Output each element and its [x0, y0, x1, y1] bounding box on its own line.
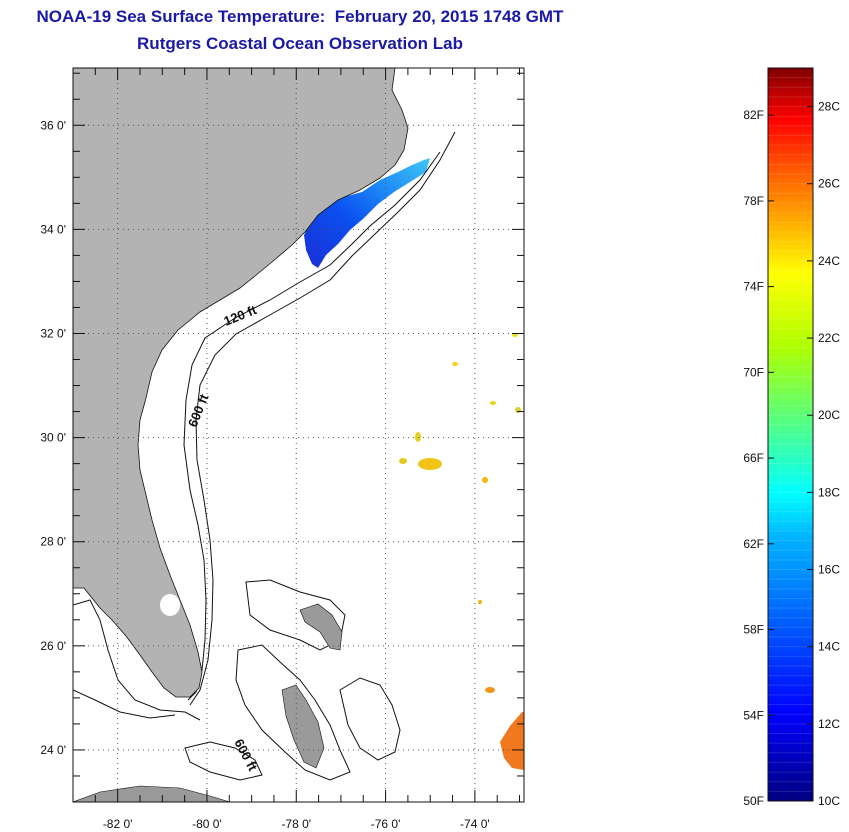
fahrenheit-label: 82F — [743, 108, 764, 122]
lat-tick-label: 36 0' — [40, 118, 66, 132]
lon-tick-label: -74 0' — [460, 817, 490, 831]
fahrenheit-label: 50F — [743, 794, 764, 808]
axis-labels: -82 0' -80 0' -78 0' -76 0' -74 0' 36 0' 34 0'… — [40, 118, 489, 831]
contour-bahamas-east — [339, 677, 401, 761]
contour-600ft — [189, 131, 456, 706]
celsius-label: 18C — [818, 485, 840, 499]
bahamas-island-andros — [281, 684, 325, 769]
map-plot-area: 120 ft 600 ft 600 ft — [73, 68, 524, 802]
celsius-label: 24C — [818, 254, 840, 268]
lake-okeechobee — [160, 594, 180, 616]
map-frame — [72, 67, 525, 803]
celsius-label: 22C — [818, 331, 840, 345]
colorbar-frame — [767, 67, 814, 802]
celsius-label: 16C — [818, 563, 840, 577]
lat-tick-label: 28 0' — [40, 535, 66, 549]
axis-ticks — [72, 68, 524, 803]
lat-tick-label: 32 0' — [40, 326, 66, 340]
fahrenheit-label: 58F — [743, 623, 764, 637]
lat-lon-grid — [73, 68, 524, 802]
us-east-coast-landmass — [73, 68, 409, 698]
lon-tick-label: -82 0' — [103, 817, 133, 831]
bahamas-island-north — [299, 603, 343, 651]
celsius-label: 20C — [818, 408, 840, 422]
map-subtitle: Rutgers Coastal Ocean Observation Lab — [137, 34, 463, 53]
lon-tick-label: -76 0' — [371, 817, 401, 831]
colorbar: 28C 26C 24C 22C 20C 18C 16C 14C 12C 10C 82F 78F 74F 7… — [743, 67, 840, 808]
cuba-landmass — [73, 785, 231, 802]
celsius-label: 14C — [818, 640, 840, 654]
fahrenheit-label: 62F — [743, 537, 764, 551]
fahrenheit-label: 78F — [743, 194, 764, 208]
map-title: NOAA-19 Sea Surface Temperature: Februar… — [36, 7, 564, 26]
fahrenheit-label: 66F — [743, 451, 764, 465]
contour-gulf — [73, 599, 201, 721]
celsius-label: 28C — [818, 100, 840, 114]
celsius-label: 12C — [818, 717, 840, 731]
colorbar-labels: 28C 26C 24C 22C 20C 18C 16C 14C 12C 10C 82F 78F 74F 7… — [743, 100, 840, 808]
lat-tick-label: 34 0' — [40, 222, 66, 236]
fahrenheit-label: 74F — [743, 280, 764, 294]
colorbar-gradient — [768, 68, 813, 801]
sst-offshore-patches — [399, 333, 524, 770]
fahrenheit-label: 70F — [743, 365, 764, 379]
celsius-label: 10C — [818, 794, 840, 808]
lon-tick-label: -78 0' — [281, 817, 311, 831]
fahrenheit-label: 54F — [743, 708, 764, 722]
colorbar-bands — [768, 67, 813, 802]
contour-keys — [73, 689, 176, 719]
lat-tick-label: 24 0' — [40, 743, 66, 757]
lat-tick-label: 30 0' — [40, 431, 66, 445]
contour-bahamas-south — [235, 644, 351, 781]
lat-tick-label: 26 0' — [40, 639, 66, 653]
lon-tick-label: -80 0' — [192, 817, 222, 831]
contour-120ft — [183, 151, 441, 701]
sst-nearshore-patch — [304, 158, 430, 268]
celsius-label: 26C — [818, 177, 840, 191]
contour-cuba — [184, 741, 263, 781]
